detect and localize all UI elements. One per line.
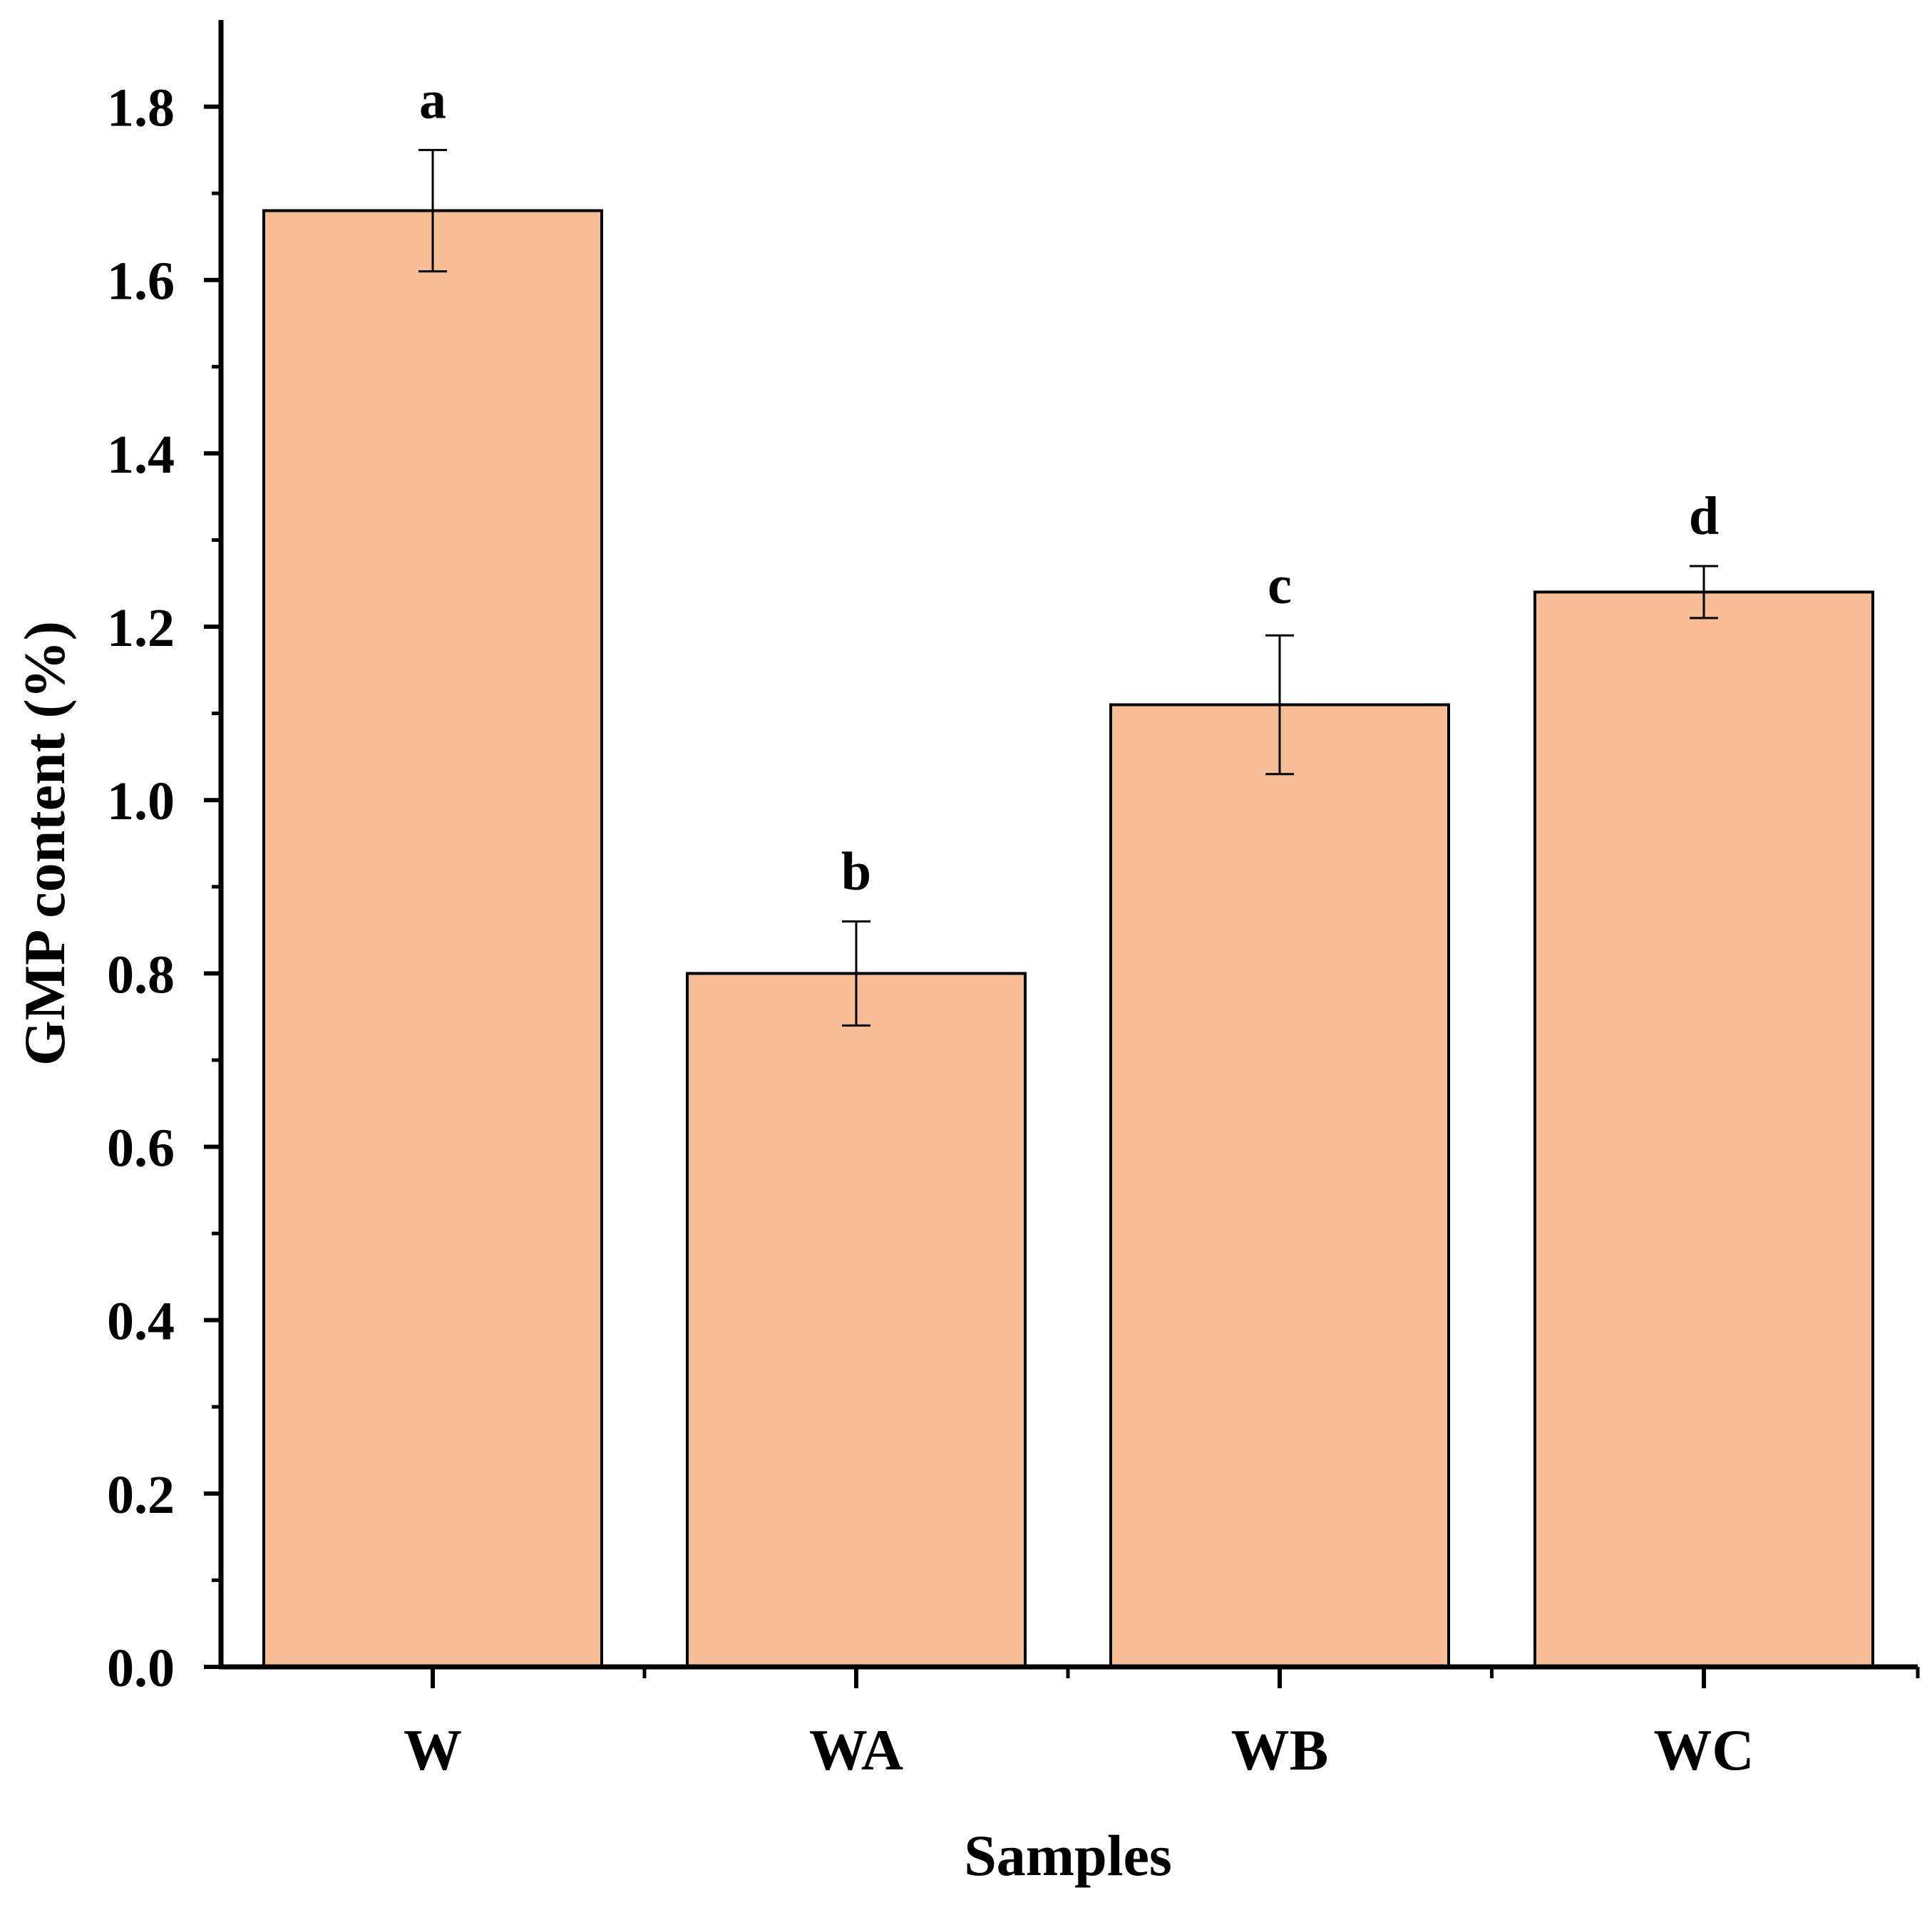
y-tick-label: 1.4 (107, 425, 175, 485)
x-tick-label-wb: WB (1231, 1717, 1329, 1782)
significance-letters-group: a b c d (419, 70, 1719, 901)
x-axis-label: Samples (964, 1823, 1172, 1888)
x-tick-label-wa: WA (809, 1717, 903, 1782)
significance-letter-wa: b (841, 841, 871, 901)
x-ticks-group: W WA WB WC (404, 1667, 1920, 1782)
bar-wc (1533, 590, 1874, 1669)
y-tick-label: 1.8 (107, 78, 175, 138)
significance-letter-wc: d (1689, 486, 1719, 546)
y-ticks-group: 0.0 0.2 0.4 0.6 0.8 1.0 1.2 1.4 1.6 1.8 (107, 78, 221, 1698)
y-axis-label: GMP content (%) (12, 621, 77, 1066)
y-tick-label: 1.0 (107, 771, 175, 831)
bars-group (262, 209, 1874, 1669)
y-tick-label: 0.8 (107, 945, 175, 1005)
y-tick-label: 1.2 (107, 598, 175, 658)
x-tick-label-w: W (404, 1717, 462, 1782)
bar-wb (1109, 703, 1450, 1669)
error-bars-group (418, 148, 1718, 1027)
significance-letter-wb: c (1268, 555, 1292, 615)
y-tick-label: 1.6 (107, 252, 175, 312)
y-tick-label: 0.0 (107, 1638, 175, 1698)
y-tick-label: 0.6 (107, 1119, 175, 1179)
bar-w (262, 209, 603, 1669)
y-tick-label: 0.2 (107, 1465, 175, 1525)
y-tick-label: 0.4 (107, 1292, 175, 1352)
significance-letter-w: a (419, 70, 446, 130)
bar-wa (686, 972, 1027, 1668)
x-tick-label-wc: WC (1653, 1717, 1754, 1782)
